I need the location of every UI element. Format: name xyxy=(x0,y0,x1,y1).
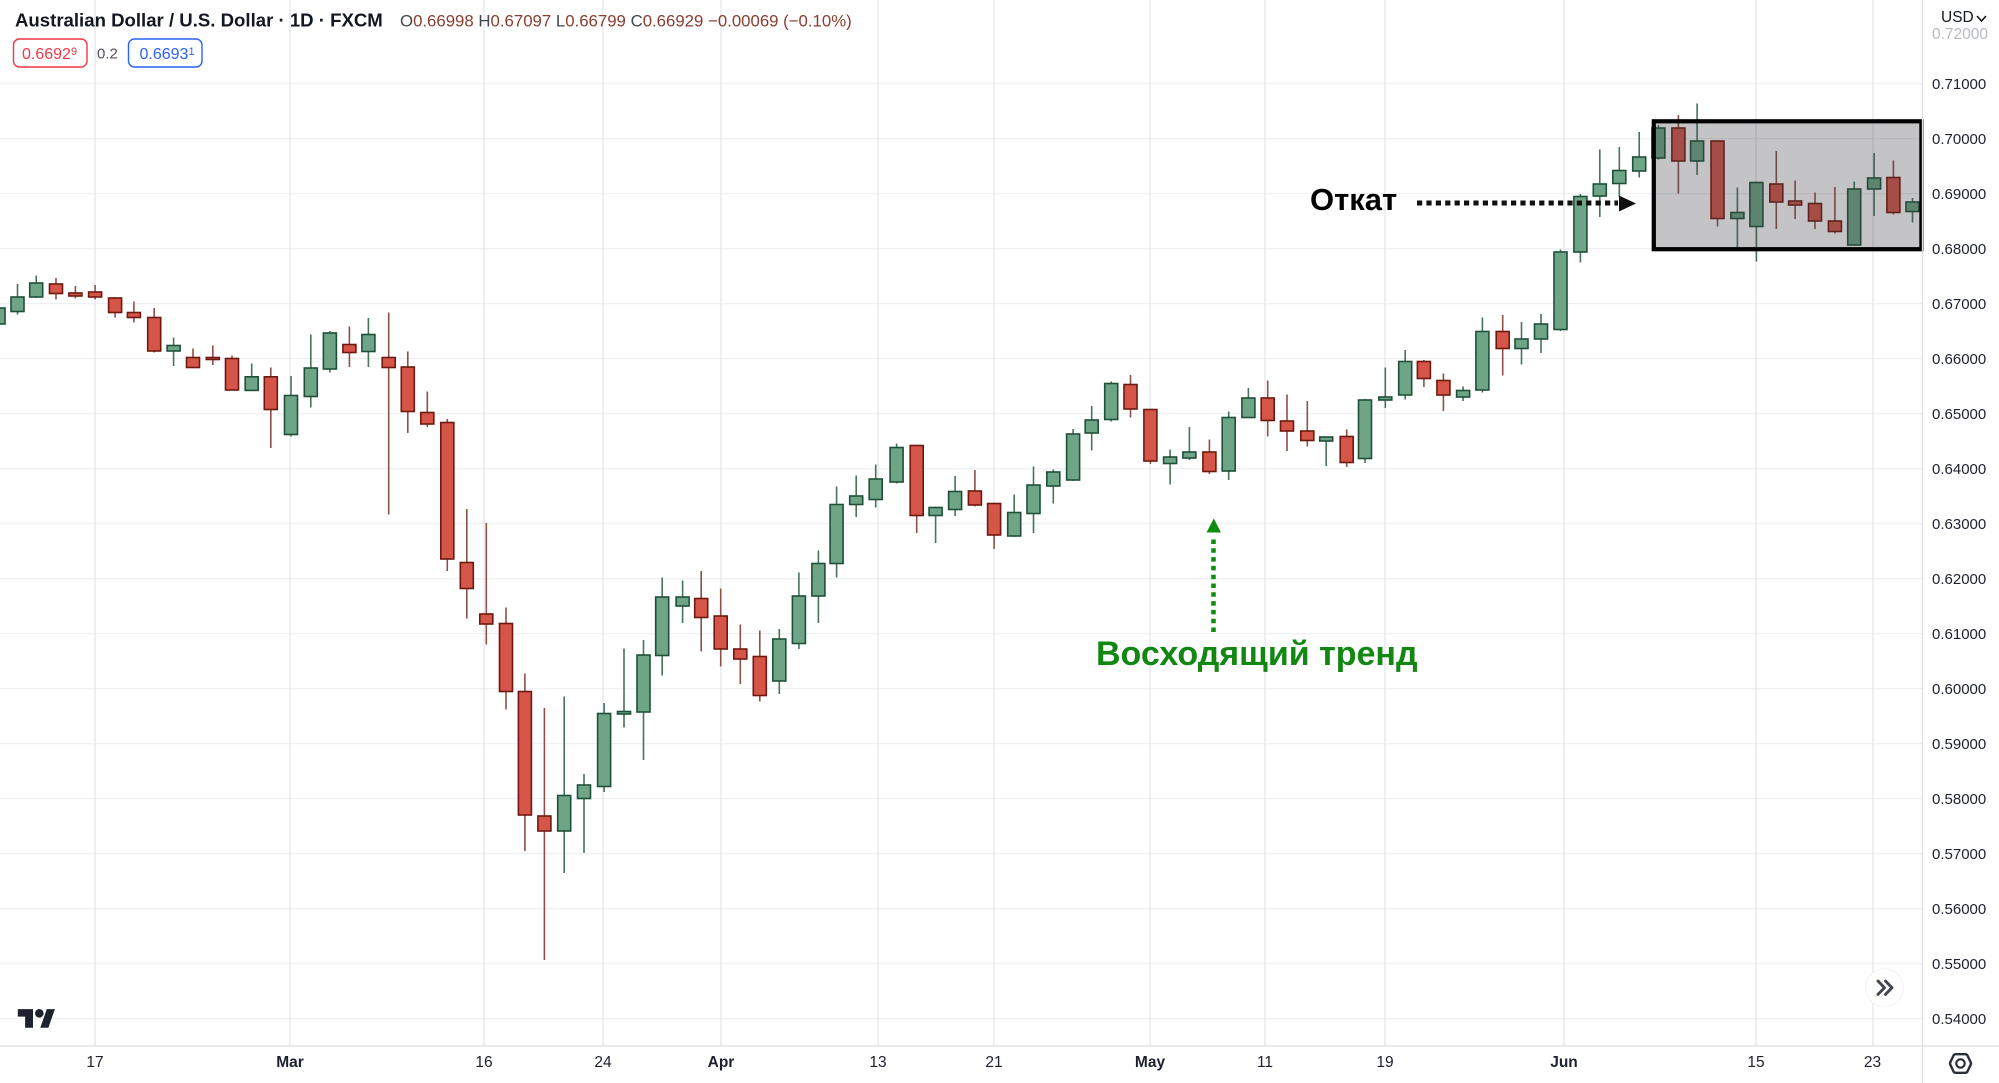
svg-text:0.65000: 0.65000 xyxy=(1932,406,1986,423)
svg-text:11: 11 xyxy=(1257,1054,1273,1071)
svg-text:0.57000: 0.57000 xyxy=(1932,846,1986,863)
svg-text:0.55000: 0.55000 xyxy=(1932,956,1986,973)
svg-text:May: May xyxy=(1135,1054,1166,1071)
svg-text:Откат: Откат xyxy=(1310,182,1397,217)
svg-text:0.63000: 0.63000 xyxy=(1932,516,1986,533)
svg-text:0.61000: 0.61000 xyxy=(1932,626,1986,643)
svg-text:0.66929: 0.66929 xyxy=(22,46,77,63)
svg-text:Восходящий тренд: Восходящий тренд xyxy=(1096,635,1418,673)
svg-text:17: 17 xyxy=(86,1054,103,1071)
svg-text:0.66000: 0.66000 xyxy=(1932,351,1986,368)
svg-text:0.71000: 0.71000 xyxy=(1932,76,1986,93)
svg-text:24: 24 xyxy=(594,1054,612,1071)
svg-text:O0.66998 H0.67097 L0.66799 C0.: O0.66998 H0.67097 L0.66799 C0.66929 −0.0… xyxy=(400,12,852,31)
svg-text:15: 15 xyxy=(1747,1054,1764,1071)
svg-text:0.72000: 0.72000 xyxy=(1932,26,1988,43)
svg-text:21: 21 xyxy=(985,1054,1002,1071)
svg-text:Jun: Jun xyxy=(1550,1054,1578,1071)
svg-text:16: 16 xyxy=(475,1054,492,1071)
svg-text:Mar: Mar xyxy=(276,1054,304,1071)
svg-text:USD: USD xyxy=(1941,9,1974,26)
svg-text:0.56000: 0.56000 xyxy=(1932,901,1986,918)
svg-text:Apr: Apr xyxy=(708,1054,735,1071)
svg-text:Australian Dollar / U.S. Dolla: Australian Dollar / U.S. Dollar · 1D · F… xyxy=(15,10,383,31)
svg-text:0.2: 0.2 xyxy=(97,46,118,63)
svg-text:0.66931: 0.66931 xyxy=(140,46,195,63)
svg-text:0.64000: 0.64000 xyxy=(1932,461,1986,478)
svg-text:0.70000: 0.70000 xyxy=(1932,131,1986,148)
svg-text:19: 19 xyxy=(1376,1054,1393,1071)
svg-text:0.54000: 0.54000 xyxy=(1932,1011,1986,1028)
svg-text:0.68000: 0.68000 xyxy=(1932,241,1986,258)
svg-text:0.62000: 0.62000 xyxy=(1932,571,1986,588)
svg-text:0.67000: 0.67000 xyxy=(1932,296,1986,313)
svg-text:0.60000: 0.60000 xyxy=(1932,681,1986,698)
svg-text:0.58000: 0.58000 xyxy=(1932,791,1986,808)
svg-text:0.59000: 0.59000 xyxy=(1932,736,1986,753)
svg-text:0.69000: 0.69000 xyxy=(1932,186,1986,203)
svg-text:13: 13 xyxy=(869,1054,886,1071)
svg-text:23: 23 xyxy=(1864,1054,1881,1071)
